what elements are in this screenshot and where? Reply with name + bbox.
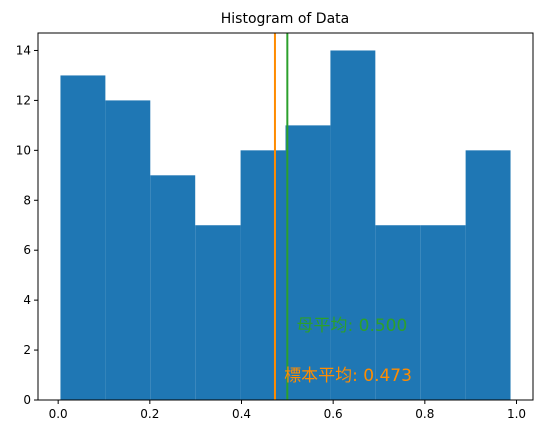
- histogram-bar-3: [150, 175, 196, 400]
- vlines-layer: [273, 33, 289, 400]
- x-tick-label: 0.4: [232, 407, 251, 421]
- x-tick-label: 0.2: [140, 407, 159, 421]
- y-tick-label: 14: [16, 43, 31, 57]
- y-axis: 0 2 4 6 8 10 12 14: [16, 43, 38, 407]
- y-tick-label: 0: [23, 393, 31, 407]
- chart-title: Histogram of Data: [221, 11, 349, 27]
- sample-mean-label: 標本平均: 0.473: [284, 366, 412, 386]
- y-tick-label: 4: [23, 293, 31, 307]
- x-tick-label: 0.0: [49, 407, 68, 421]
- y-tick-label: 10: [16, 143, 31, 157]
- histogram-bar-8: [375, 225, 421, 400]
- y-tick-label: 8: [23, 193, 31, 207]
- x-tick-label: 0.6: [324, 407, 343, 421]
- histogram-bar-7: [330, 50, 376, 400]
- histogram-bar-5: [240, 150, 286, 400]
- x-tick-label: 0.8: [415, 407, 434, 421]
- y-tick-label: 12: [16, 93, 31, 107]
- histogram-bar-4: [195, 225, 241, 400]
- histogram-bar-6: [285, 125, 331, 401]
- annotations-layer: 母平均: 0.500 標本平均: 0.473: [284, 316, 412, 386]
- population-mean-label: 母平均: 0.500: [297, 316, 408, 336]
- y-tick-label: 2: [23, 343, 31, 357]
- histogram-bar-10: [465, 150, 511, 400]
- plot-frame: [37, 32, 534, 401]
- histogram-bar-1: [60, 75, 106, 401]
- x-axis: 0.0 0.2 0.4 0.6 0.8 1.0: [49, 400, 526, 421]
- y-tick-label: 6: [23, 243, 31, 257]
- x-tick-label: 1.0: [507, 407, 526, 421]
- histogram-bar-2: [105, 100, 151, 400]
- histogram-bar-9: [420, 225, 466, 400]
- bars-layer: [60, 50, 511, 401]
